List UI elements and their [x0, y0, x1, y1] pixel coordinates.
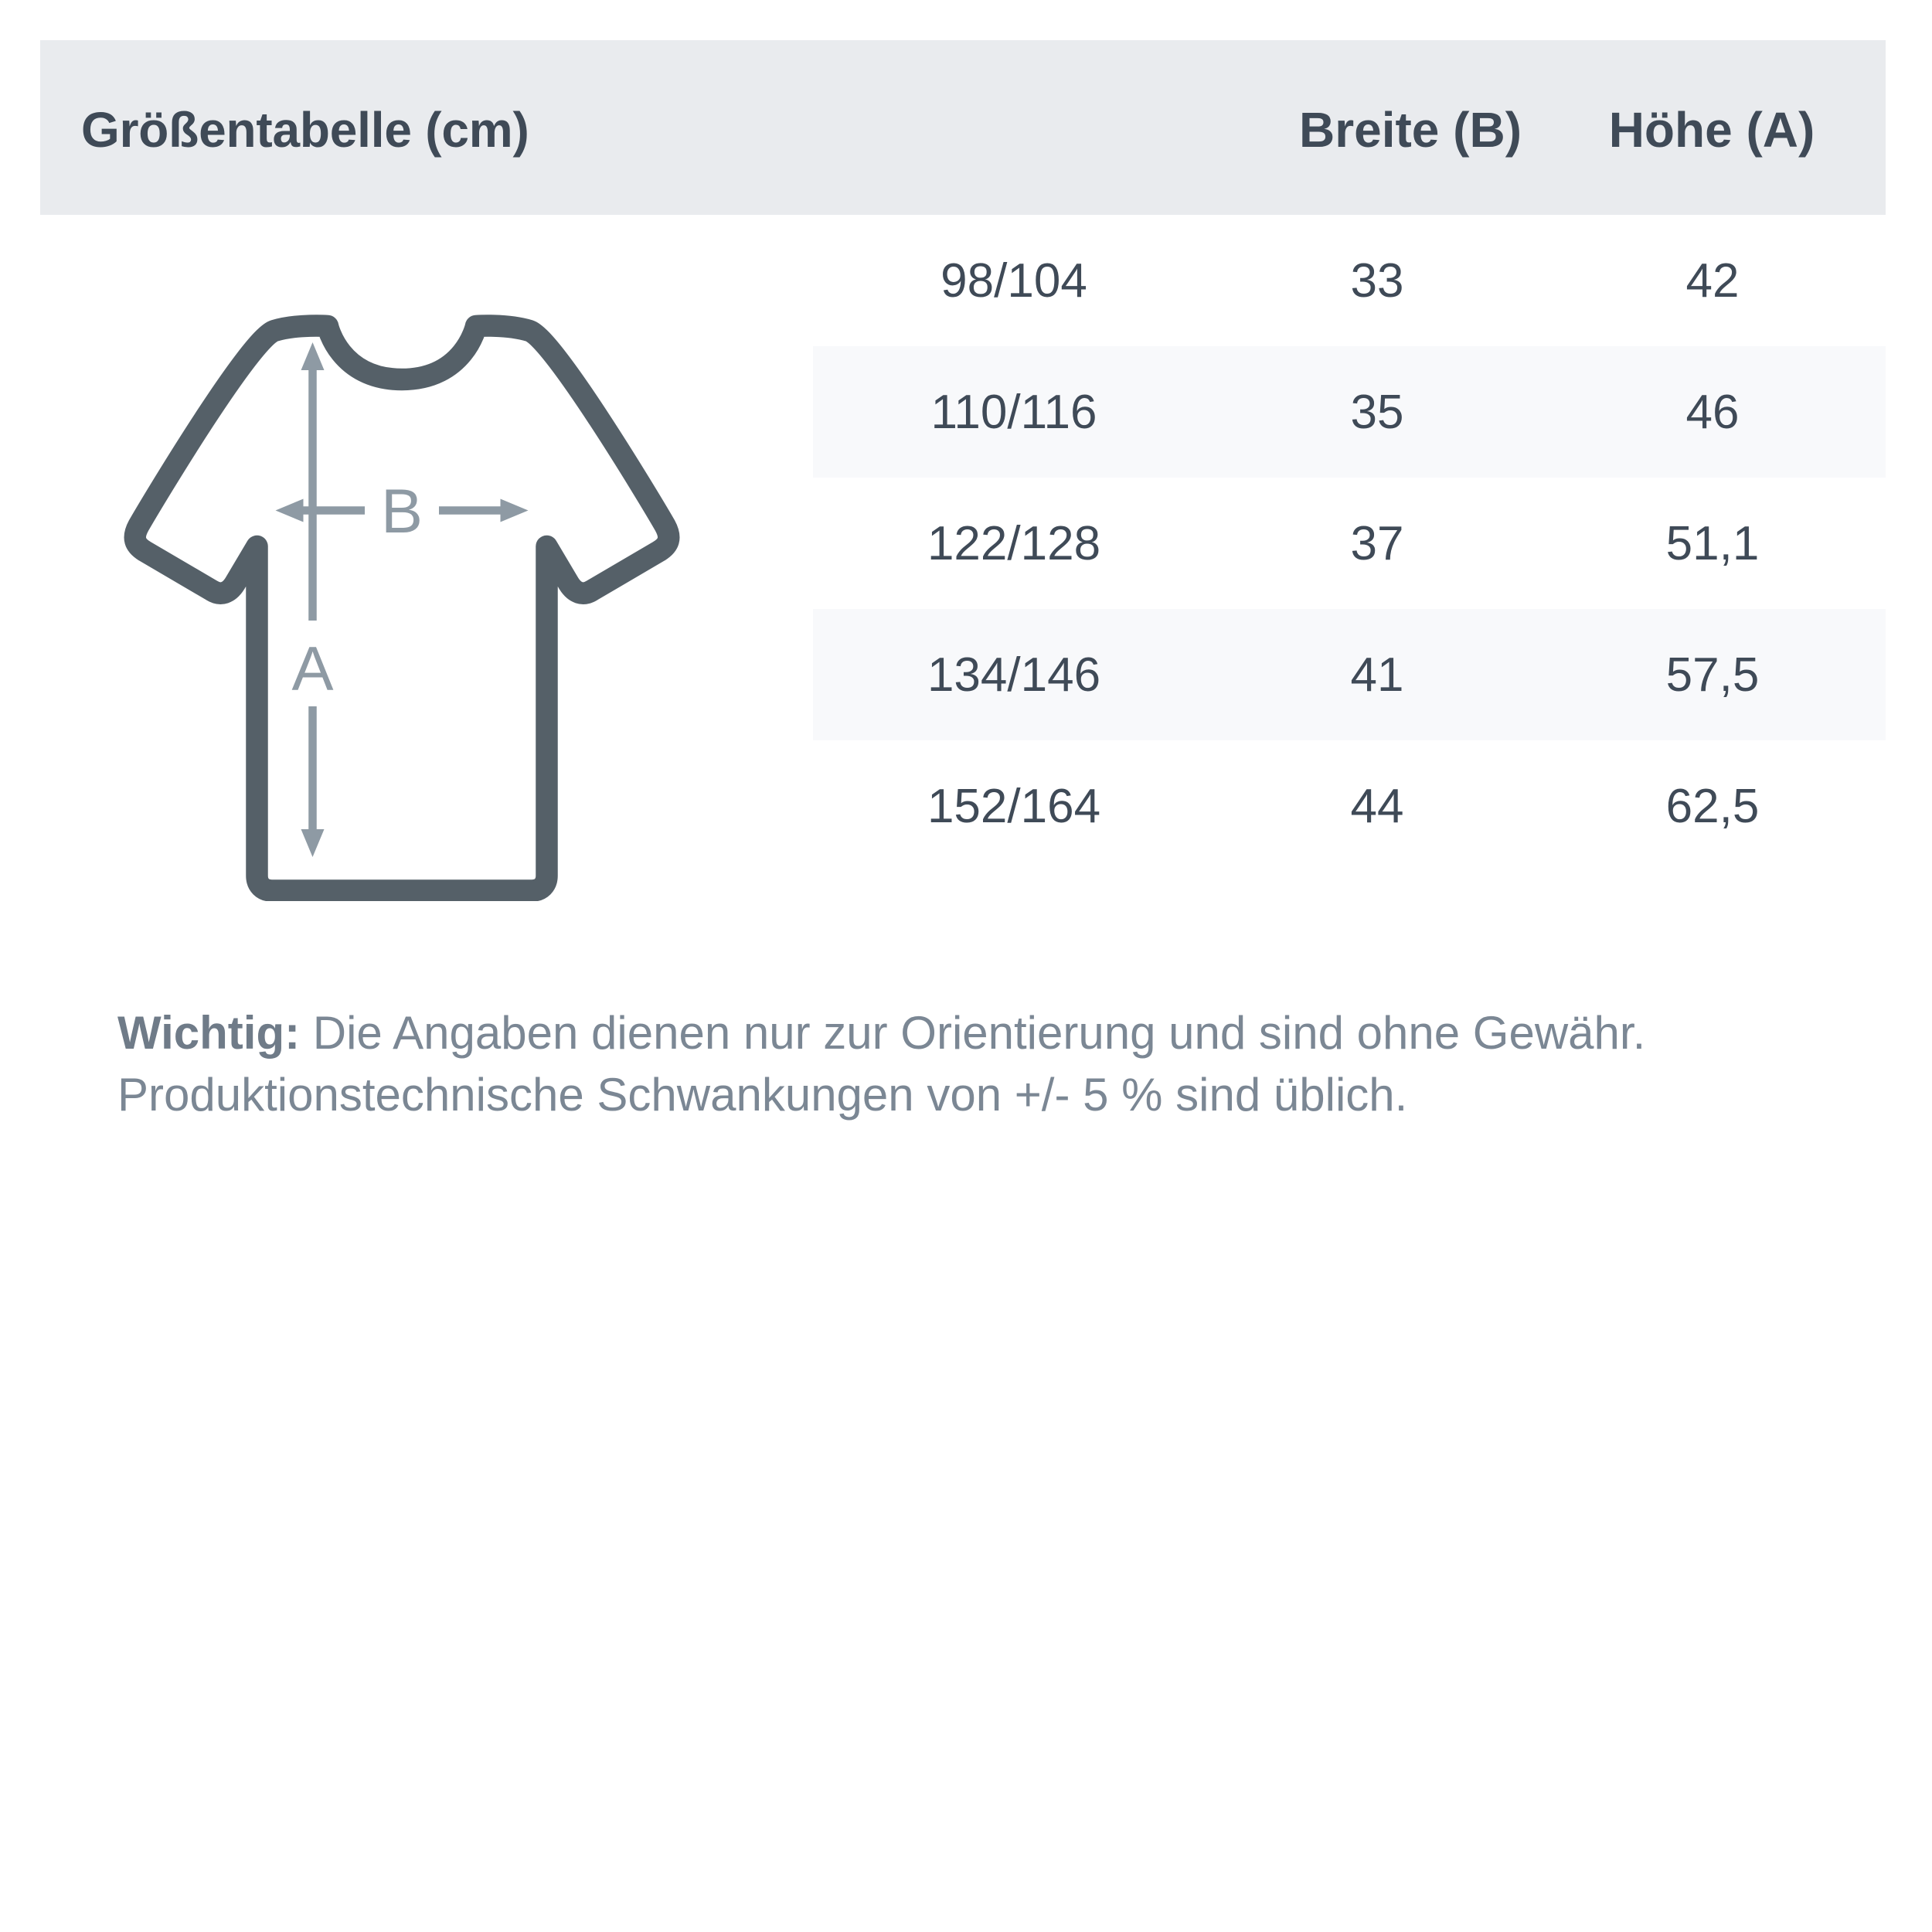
- table-row: 134/146 41 57,5: [813, 609, 1886, 740]
- cell-width: 44: [1350, 779, 1404, 833]
- height-dimension-arrow: [301, 342, 325, 857]
- cell-width: 41: [1350, 648, 1404, 702]
- column-header-height: Höhe (A): [1608, 102, 1815, 158]
- disclaimer-note: Wichtig: Die Angaben dienen nur zur Orie…: [117, 1002, 1910, 1126]
- cell-size: 110/116: [930, 385, 1097, 439]
- size-chart: Größentabelle (cm) Breite (B) Höhe (A) A: [40, 40, 1886, 1121]
- cell-size: 152/164: [927, 779, 1101, 833]
- cell-size: 122/128: [927, 516, 1101, 570]
- table-row: 152/164 44 62,5: [813, 740, 1886, 872]
- diagram-cell: A B: [40, 215, 813, 901]
- cell-width: 37: [1350, 516, 1404, 570]
- cell-height: 57,5: [1665, 648, 1760, 702]
- column-header-width: Breite (B): [1298, 102, 1522, 158]
- width-dimension-arrow: [275, 498, 529, 522]
- width-dimension-label: B: [381, 477, 423, 546]
- cell-height: 42: [1685, 253, 1740, 308]
- table-row: 122/128 37 51,1: [813, 478, 1886, 609]
- cell-size: 134/146: [927, 648, 1101, 702]
- tshirt-measurement-diagram: A B: [124, 315, 680, 901]
- cell-height: 46: [1685, 385, 1740, 439]
- size-chart-body: A B 98/104 33 42: [40, 215, 1886, 901]
- table-row: 110/116 35 46: [813, 346, 1886, 478]
- cell-height: 51,1: [1665, 516, 1760, 570]
- size-measurements-table: 98/104 33 42 110/116 35 46 122/128 37 51…: [813, 215, 1886, 872]
- cell-width: 33: [1350, 253, 1404, 308]
- disclaimer-line-2: Produktionstechnische Schwankungen von +…: [117, 1068, 1408, 1121]
- page-title: Größentabelle (cm): [81, 102, 529, 158]
- height-dimension-label: A: [291, 634, 333, 704]
- disclaimer-line-1: Die Angaben dienen nur zur Orientierung …: [300, 1007, 1646, 1059]
- tshirt-outline-icon: [124, 315, 680, 901]
- table-cell: 98/104 33 42 110/116 35 46 122/128 37 51…: [813, 215, 1886, 872]
- cell-width: 35: [1350, 385, 1404, 439]
- table-row: 98/104 33 42: [813, 215, 1886, 346]
- cell-size: 98/104: [940, 253, 1087, 308]
- disclaimer-lead: Wichtig:: [117, 1007, 301, 1059]
- size-chart-header: Größentabelle (cm) Breite (B) Höhe (A): [40, 40, 1886, 215]
- cell-height: 62,5: [1665, 779, 1760, 833]
